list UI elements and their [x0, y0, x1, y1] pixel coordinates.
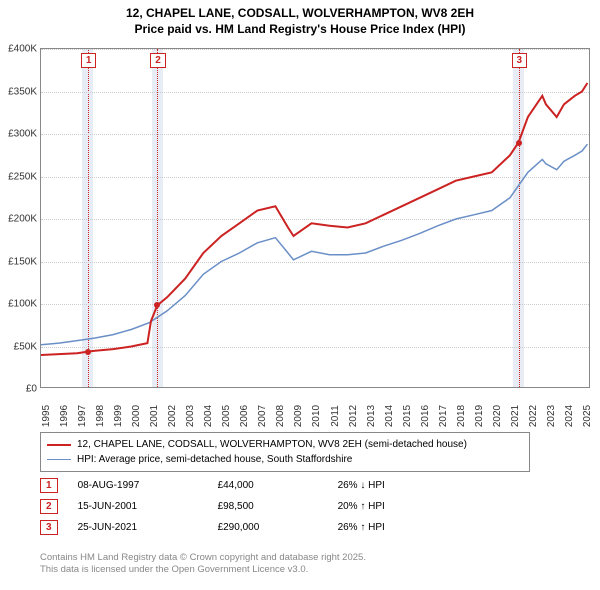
x-tick-label: 1997 [77, 405, 88, 427]
x-tick-label: 2006 [239, 405, 250, 427]
legend-item-hpi: HPI: Average price, semi-detached house,… [47, 452, 523, 467]
footer: Contains HM Land Registry data © Crown c… [40, 552, 366, 577]
y-tick-label: £400K [1, 44, 37, 55]
legend-label: 12, CHAPEL LANE, CODSALL, WOLVERHAMPTON,… [77, 437, 467, 452]
y-tick-label: £0 [1, 384, 37, 395]
x-tick-label: 1996 [59, 405, 70, 427]
chart-title: 12, CHAPEL LANE, CODSALL, WOLVERHAMPTON,… [0, 0, 600, 37]
trade-price: £98,500 [218, 501, 338, 512]
x-tick-label: 1998 [95, 405, 106, 427]
x-tick-label: 2005 [221, 405, 232, 427]
marker-label: 1 [81, 53, 97, 68]
x-tick-label: 2023 [546, 405, 557, 427]
x-tick-label: 2003 [185, 405, 196, 427]
title-line-2: Price paid vs. HM Land Registry's House … [0, 22, 600, 38]
legend: 12, CHAPEL LANE, CODSALL, WOLVERHAMPTON,… [40, 432, 530, 472]
legend-label: HPI: Average price, semi-detached house,… [77, 452, 352, 467]
x-tick-label: 2017 [438, 405, 449, 427]
x-tick-label: 1999 [113, 405, 124, 427]
trade-row: 2 15-JUN-2001 £98,500 20% ↑ HPI [40, 499, 385, 514]
y-tick-label: £300K [1, 129, 37, 140]
marker-label: 2 [150, 53, 166, 68]
trade-marker-badge: 2 [40, 499, 58, 514]
trade-date: 08-AUG-1997 [78, 480, 218, 491]
trade-marker-badge: 1 [40, 478, 58, 493]
x-tick-label: 2014 [384, 405, 395, 427]
y-tick-label: £250K [1, 171, 37, 182]
marker-label: 3 [512, 53, 528, 68]
trade-diff: 20% ↑ HPI [338, 501, 385, 512]
x-tick-label: 2022 [528, 405, 539, 427]
x-tick-label: 2009 [293, 405, 304, 427]
x-tick-label: 2002 [167, 405, 178, 427]
series-line-price_paid [41, 83, 587, 355]
x-tick-label: 2016 [420, 405, 431, 427]
trade-diff: 26% ↓ HPI [338, 480, 385, 491]
x-tick-label: 2021 [510, 405, 521, 427]
title-line-1: 12, CHAPEL LANE, CODSALL, WOLVERHAMPTON,… [0, 6, 600, 22]
y-tick-label: £350K [1, 86, 37, 97]
legend-item-price-paid: 12, CHAPEL LANE, CODSALL, WOLVERHAMPTON,… [47, 437, 523, 452]
marker-dot [154, 302, 160, 308]
chart-container: 12, CHAPEL LANE, CODSALL, WOLVERHAMPTON,… [0, 0, 600, 590]
legend-swatch [47, 459, 71, 461]
x-tick-label: 2008 [275, 405, 286, 427]
series-svg [41, 49, 591, 389]
marker-dot [85, 349, 91, 355]
x-tick-label: 2001 [149, 405, 160, 427]
y-tick-label: £150K [1, 256, 37, 267]
series-line-hpi [41, 144, 587, 345]
footer-line-2: This data is licensed under the Open Gov… [40, 564, 366, 576]
trade-price: £44,000 [218, 480, 338, 491]
x-tick-label: 2013 [366, 405, 377, 427]
x-tick-label: 2015 [402, 405, 413, 427]
x-tick-label: 2007 [257, 405, 268, 427]
trade-marker-badge: 3 [40, 520, 58, 535]
plot-area: £0£50K£100K£150K£200K£250K£300K£350K£400… [40, 48, 590, 388]
y-tick-label: £200K [1, 214, 37, 225]
x-tick-label: 2004 [203, 405, 214, 427]
x-tick-label: 2000 [131, 405, 142, 427]
x-tick-label: 2020 [492, 405, 503, 427]
trade-price: £290,000 [218, 522, 338, 533]
x-tick-label: 2018 [456, 405, 467, 427]
trade-date: 25-JUN-2021 [78, 522, 218, 533]
trades-table: 1 08-AUG-1997 £44,000 26% ↓ HPI 2 15-JUN… [40, 478, 385, 541]
trade-date: 15-JUN-2001 [78, 501, 218, 512]
trade-row: 1 08-AUG-1997 £44,000 26% ↓ HPI [40, 478, 385, 493]
x-tick-label: 2010 [311, 405, 322, 427]
x-tick-label: 2012 [348, 405, 359, 427]
footer-line-1: Contains HM Land Registry data © Crown c… [40, 552, 366, 564]
y-tick-label: £100K [1, 299, 37, 310]
x-tick-label: 1995 [41, 405, 52, 427]
x-tick-label: 2024 [564, 405, 575, 427]
x-tick-label: 2025 [582, 405, 593, 427]
legend-swatch [47, 444, 71, 446]
y-tick-label: £50K [1, 341, 37, 352]
marker-dot [516, 140, 522, 146]
x-tick-label: 2019 [474, 405, 485, 427]
trade-row: 3 25-JUN-2021 £290,000 26% ↑ HPI [40, 520, 385, 535]
x-tick-label: 2011 [330, 405, 341, 427]
trade-diff: 26% ↑ HPI [338, 522, 385, 533]
